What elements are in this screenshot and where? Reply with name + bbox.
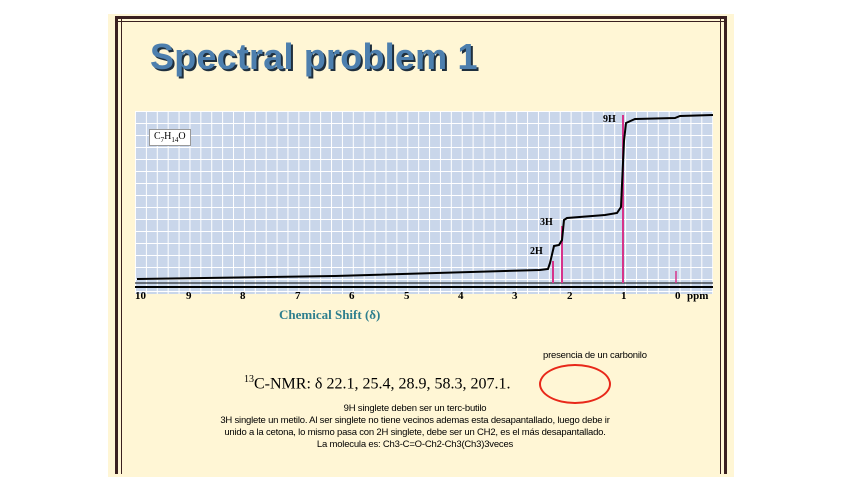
x-axis-title: Chemical Shift (δ): [279, 307, 381, 322]
note-line-2: 3H singlete un metilo. Al ser singlete n…: [220, 415, 610, 426]
peak-label-9h: 9H: [603, 114, 616, 125]
x-axis: 10 9 8 7 6 5 4 3 2 1 0 ppm: [135, 286, 715, 302]
left-border-thin: [121, 16, 122, 474]
tick-2: 2: [567, 290, 573, 302]
carbonyl-highlight-circle: [539, 364, 611, 404]
c13-values: C-NMR: δ 22.1, 25.4, 28.9, 58.3, 207.1.: [254, 375, 511, 393]
formula-c-count: 7: [160, 136, 165, 144]
spectrum-grid: [135, 111, 713, 294]
tick-10: 10: [135, 290, 146, 302]
slide-title: Spectral problem 1: [150, 36, 478, 77]
tick-1: 1: [621, 290, 627, 302]
formula-o: O: [178, 131, 186, 142]
tick-9: 9: [186, 290, 192, 302]
note-line-1: 9H singlete deben ser un terc-butilo: [343, 403, 487, 414]
tick-8: 8: [240, 290, 246, 302]
tick-7: 7: [295, 290, 301, 302]
formula-h: H: [164, 131, 172, 142]
peak-label-2h: 2H: [530, 246, 543, 257]
carbonyl-note: presencia de un carbonilo: [543, 350, 647, 361]
tick-0: 0: [675, 290, 681, 302]
tick-5: 5: [404, 290, 410, 302]
top-border: [115, 16, 727, 19]
note-line-4: La molecula es: Ch3-C=O-Ch2-Ch3(Ch3)3vec…: [316, 439, 514, 450]
note-line-3: unido a la cetona, lo mismo pasa con 2H …: [224, 427, 606, 438]
tick-6: 6: [349, 290, 355, 302]
peak-label-3h: 3H: [540, 217, 553, 228]
formula-h-count: 14: [171, 136, 179, 144]
c13-nmr-data: 13C-NMR: δ 22.1, 25.4, 28.9, 58.3, 207.1…: [244, 374, 510, 393]
tick-unit: ppm: [687, 290, 709, 302]
tick-4: 4: [458, 290, 464, 302]
tick-3: 3: [512, 290, 518, 302]
molecular-formula: C7H14O: [149, 129, 191, 146]
nmr-plot: [135, 114, 714, 288]
top-border-thin: [115, 21, 727, 22]
left-border: [115, 16, 118, 474]
c13-mass-number: 13: [244, 374, 254, 385]
right-border: [724, 16, 727, 474]
analysis-notes: 9H singlete deben ser un terc-butilo 3H …: [160, 403, 670, 451]
integral-curve: [136, 114, 714, 280]
formula-c: C: [154, 131, 161, 142]
right-border-thin: [720, 16, 721, 474]
